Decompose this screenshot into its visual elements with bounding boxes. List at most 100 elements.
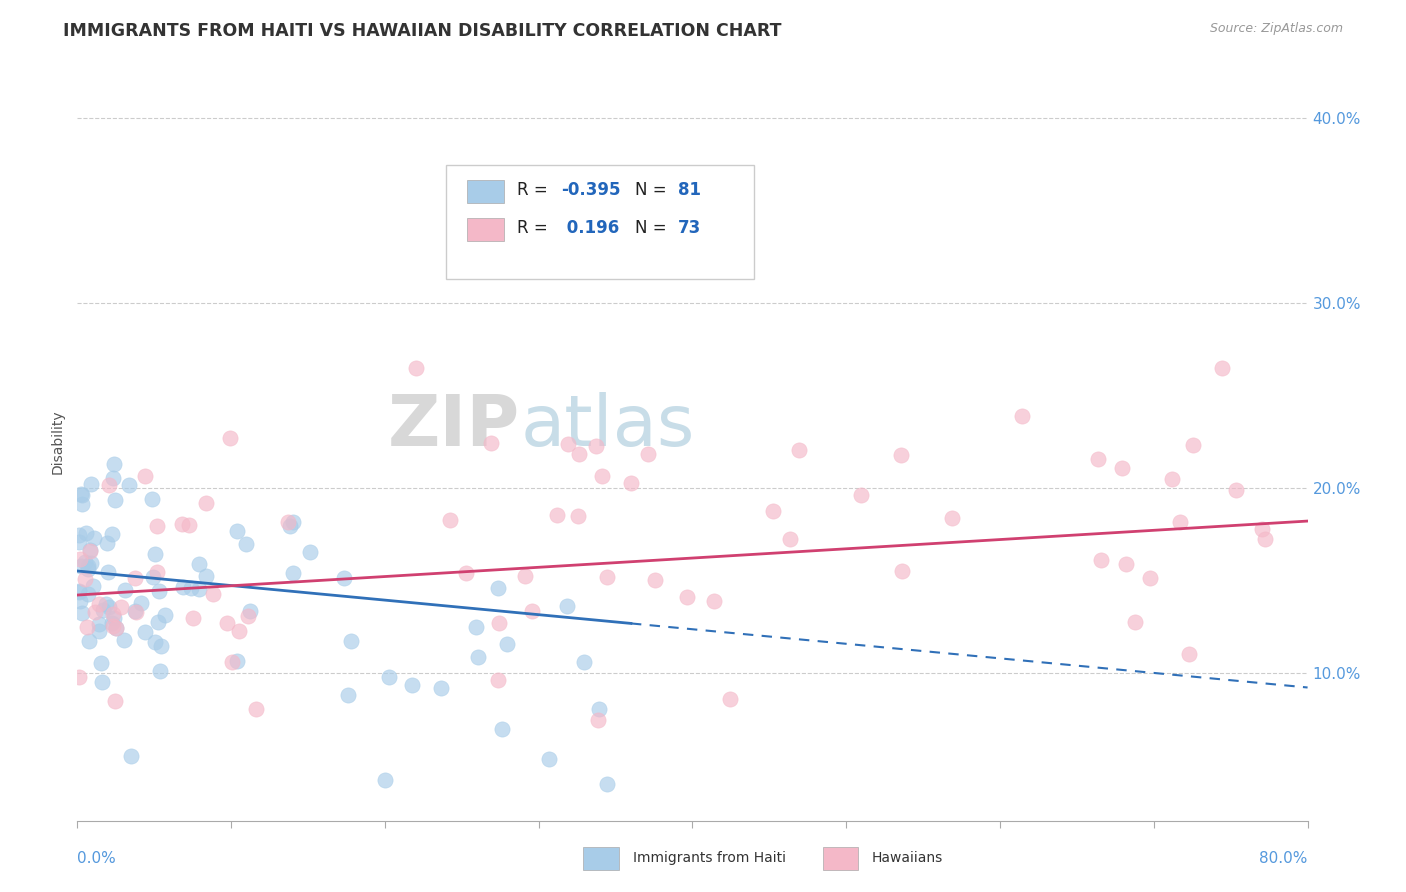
Point — [637, 447, 659, 461]
Point — [336, 688, 359, 702]
Point — [124, 604, 146, 618]
Text: 80.0%: 80.0% — [1260, 851, 1308, 866]
Point — [567, 509, 589, 524]
Point — [891, 565, 914, 579]
Point — [69, 594, 91, 608]
Point — [118, 477, 141, 491]
Point — [103, 471, 125, 485]
Point — [779, 532, 801, 546]
Point — [281, 515, 304, 529]
Point — [89, 616, 111, 631]
Text: 0.196: 0.196 — [561, 219, 619, 236]
Point — [488, 615, 510, 630]
Point — [762, 504, 785, 518]
Point — [718, 691, 741, 706]
Point — [591, 469, 613, 483]
Text: Hawaiians: Hawaiians — [872, 851, 943, 865]
Point — [79, 544, 101, 558]
Point — [104, 492, 127, 507]
Point — [97, 600, 120, 615]
Point — [125, 605, 148, 619]
Point — [142, 570, 165, 584]
Text: -0.395: -0.395 — [561, 181, 620, 199]
Point — [70, 487, 93, 501]
Text: R =: R = — [516, 181, 553, 199]
Point — [76, 562, 98, 576]
Point — [620, 476, 643, 491]
Point — [79, 542, 101, 557]
Point — [491, 722, 513, 736]
Text: 81: 81 — [678, 181, 700, 199]
Point — [644, 574, 666, 588]
Point — [73, 555, 96, 569]
Point — [1161, 472, 1184, 486]
Point — [70, 559, 93, 574]
Point — [439, 513, 461, 527]
Point — [104, 621, 127, 635]
Point — [215, 616, 238, 631]
Point — [188, 557, 211, 571]
Point — [180, 581, 202, 595]
Point — [67, 669, 90, 683]
Point — [1123, 615, 1146, 629]
Point — [70, 488, 93, 502]
Point — [70, 498, 93, 512]
Point — [464, 620, 486, 634]
Point — [90, 656, 112, 670]
Text: IMMIGRANTS FROM HAITI VS HAWAIIAN DISABILITY CORRELATION CHART: IMMIGRANTS FROM HAITI VS HAWAIIAN DISABI… — [63, 22, 782, 40]
Point — [114, 633, 136, 648]
Point — [1251, 522, 1274, 536]
Point — [890, 448, 912, 462]
Point — [195, 569, 218, 583]
Point — [103, 457, 125, 471]
Point — [145, 635, 167, 649]
Text: Source: ZipAtlas.com: Source: ZipAtlas.com — [1209, 22, 1343, 36]
Point — [676, 590, 699, 604]
Point — [1111, 461, 1133, 475]
Point — [703, 594, 725, 608]
Point — [235, 537, 257, 551]
Point — [82, 579, 104, 593]
Point — [1090, 553, 1112, 567]
Text: Immigrants from Haiti: Immigrants from Haiti — [633, 851, 786, 865]
Point — [1211, 360, 1233, 375]
Text: R =: R = — [516, 219, 553, 236]
Point — [486, 673, 509, 688]
FancyBboxPatch shape — [447, 165, 754, 278]
Point — [67, 585, 90, 599]
Point — [69, 551, 91, 566]
Point — [104, 694, 127, 708]
Bar — [467, 218, 505, 241]
Point — [557, 437, 579, 451]
Point — [120, 748, 142, 763]
Point — [146, 519, 169, 533]
Point — [486, 581, 509, 595]
Point — [225, 524, 247, 538]
Point — [87, 597, 110, 611]
Point — [405, 360, 427, 375]
Point — [148, 584, 170, 599]
Point — [226, 653, 249, 667]
Point — [141, 492, 163, 507]
Point — [195, 496, 218, 510]
Point — [80, 477, 103, 491]
Point — [340, 633, 363, 648]
Point — [496, 637, 519, 651]
Point — [1178, 647, 1201, 661]
Point — [588, 702, 610, 716]
Point — [100, 615, 122, 630]
Point — [1115, 557, 1137, 571]
Point — [467, 650, 489, 665]
Text: atlas: atlas — [520, 392, 695, 461]
Point — [96, 597, 118, 611]
Point — [1139, 571, 1161, 585]
Point — [474, 194, 496, 208]
Point — [67, 528, 90, 542]
Point — [374, 772, 396, 787]
Y-axis label: Disability: Disability — [51, 409, 65, 474]
Point — [150, 639, 173, 653]
Point — [278, 518, 301, 533]
Text: 73: 73 — [678, 219, 702, 236]
Text: 0.0%: 0.0% — [77, 851, 117, 866]
Point — [787, 442, 810, 457]
